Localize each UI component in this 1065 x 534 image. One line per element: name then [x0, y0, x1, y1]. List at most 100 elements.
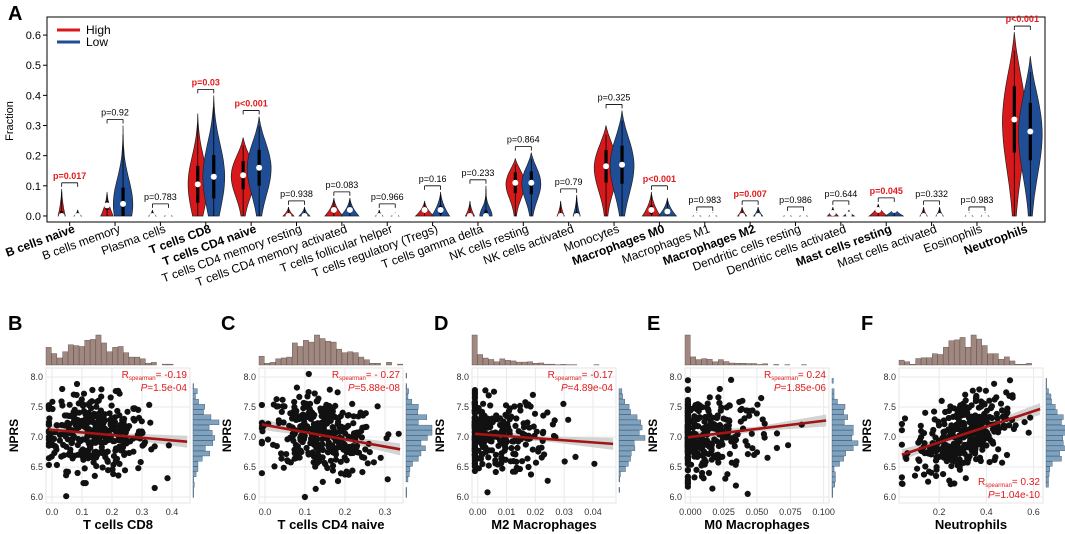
scatter-point — [591, 460, 598, 467]
scatter-point — [68, 437, 76, 444]
histogram-x-bar — [762, 363, 768, 366]
scatter-point — [94, 411, 102, 418]
scatter-point — [931, 408, 938, 415]
histogram-x-bar — [101, 342, 107, 366]
scatter-point — [966, 419, 973, 426]
scatter-point — [151, 484, 158, 492]
scatter-point — [982, 387, 990, 394]
histogram-x-bar — [981, 345, 988, 366]
histogram-x-bar — [280, 357, 287, 366]
histogram-y-bar — [192, 404, 205, 410]
histogram-x-bar — [112, 347, 118, 366]
histogram-x-bar — [898, 359, 905, 366]
histogram-x-bar — [909, 363, 916, 366]
histogram-x-bar — [375, 363, 381, 366]
scatter-point — [112, 447, 119, 454]
scatter-point — [52, 443, 59, 450]
scatter-y-tick-label: 7.5 — [883, 402, 896, 412]
scatter-point — [512, 422, 519, 429]
scatter-point — [51, 449, 58, 457]
scatter-point — [59, 402, 66, 409]
pvalue-label: p=0.644 — [824, 189, 857, 199]
scatter-point — [74, 469, 81, 477]
scatter-point — [80, 390, 88, 397]
scatter-point — [502, 456, 509, 463]
correlation-p-text: P=1.85e-06 — [774, 383, 826, 394]
violin-median-dot — [845, 211, 852, 218]
histogram-x-bar — [959, 337, 966, 366]
pvalue-label: p=0.79 — [555, 177, 583, 187]
histogram-y-bar — [831, 445, 854, 451]
histogram-y-bar — [1045, 388, 1049, 394]
violin-y-tick-label: 0.6 — [26, 30, 41, 42]
histogram-y-bar — [618, 414, 638, 420]
correlation-p-text: P=4.89e-04 — [561, 383, 613, 394]
scatter-point — [302, 414, 309, 421]
scatter-point — [483, 436, 490, 443]
histogram-y-bar — [405, 419, 419, 426]
histogram-y-bar — [618, 430, 640, 436]
scatter-point — [1006, 422, 1013, 429]
scatter-point — [56, 437, 64, 444]
scatter-point — [324, 449, 332, 456]
scatter-point — [116, 460, 123, 467]
histogram-y-bar — [618, 398, 625, 405]
pvalue-label: p<0.001 — [1006, 14, 1039, 24]
histogram-y-bar — [192, 430, 213, 436]
scatter-point — [516, 402, 524, 409]
scatter-y-tick-label: 7.5 — [30, 402, 43, 412]
scatter-point — [979, 446, 986, 453]
scatter-point — [286, 422, 293, 429]
scatter-point — [918, 428, 925, 435]
violin-y-tick-label: 0.2 — [26, 151, 41, 163]
scatter-point — [940, 417, 948, 424]
scatter-y-tick-label: 6.0 — [456, 492, 469, 502]
histogram-y-bar — [192, 466, 199, 472]
scatter-point — [692, 402, 699, 409]
scatter-point — [948, 463, 955, 470]
scatter-point — [992, 454, 999, 461]
scatter-x-tick-label: 0.1 — [299, 507, 312, 517]
scatter-point — [89, 386, 96, 394]
scatter-point — [700, 448, 708, 455]
histogram-y-bar — [1045, 414, 1064, 420]
histogram-y-bar — [1045, 482, 1049, 488]
scatter-point — [485, 392, 492, 399]
violin-median-dot — [392, 212, 399, 219]
histogram-x-bar — [297, 346, 304, 366]
scatter-point — [716, 399, 723, 407]
scatter-point — [329, 424, 336, 431]
regression-line — [261, 423, 401, 451]
scatter-point — [915, 439, 922, 446]
histogram-x-bar — [51, 353, 57, 366]
scatter-point — [988, 414, 996, 422]
scatter-point — [773, 430, 781, 437]
scatter-point — [490, 388, 498, 395]
scatter-point — [514, 444, 521, 451]
scatter-point — [706, 425, 713, 432]
histogram-y-bar — [831, 461, 840, 467]
histogram-y-bar — [192, 450, 210, 457]
scatter-point — [947, 403, 954, 410]
scatter-point — [706, 394, 713, 401]
scatter-point — [973, 440, 981, 447]
scatter-point — [725, 417, 733, 424]
histogram-y-bar — [831, 435, 853, 441]
scatter-point — [359, 412, 367, 419]
histogram-x-bar — [745, 363, 752, 366]
scatter-point — [976, 386, 983, 393]
histogram-y-bar — [618, 393, 623, 400]
scatter-point — [353, 442, 361, 450]
scatter-point — [541, 451, 548, 458]
violin-median-dot — [104, 202, 111, 209]
histogram-x-bar — [493, 361, 500, 366]
scatter-point — [932, 457, 940, 464]
scatter-x-tick-label: 0.6 — [1027, 507, 1040, 517]
scatter-x-axis-label: T cells CD8 — [83, 517, 153, 532]
scatter-y-tick-label: 6.0 — [30, 492, 43, 502]
scatter-point — [264, 436, 272, 443]
violin-median-dot — [875, 206, 882, 213]
histogram-x-bar — [67, 344, 74, 366]
scatter-point — [739, 397, 746, 404]
scatter-x-tick-label: 0.00 — [469, 507, 487, 517]
